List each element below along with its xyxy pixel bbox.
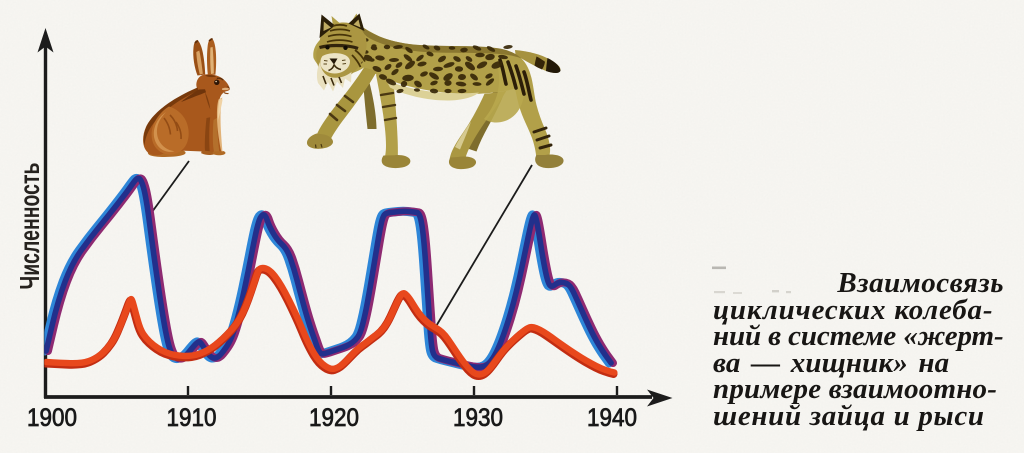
svg-text:1930: 1930 (453, 405, 503, 432)
svg-text:1900: 1900 (27, 405, 77, 432)
svg-text:Численность: Численность (14, 163, 45, 290)
svg-text:1940: 1940 (587, 405, 637, 432)
svg-text:1920: 1920 (309, 405, 359, 432)
svg-text:1910: 1910 (167, 405, 217, 432)
